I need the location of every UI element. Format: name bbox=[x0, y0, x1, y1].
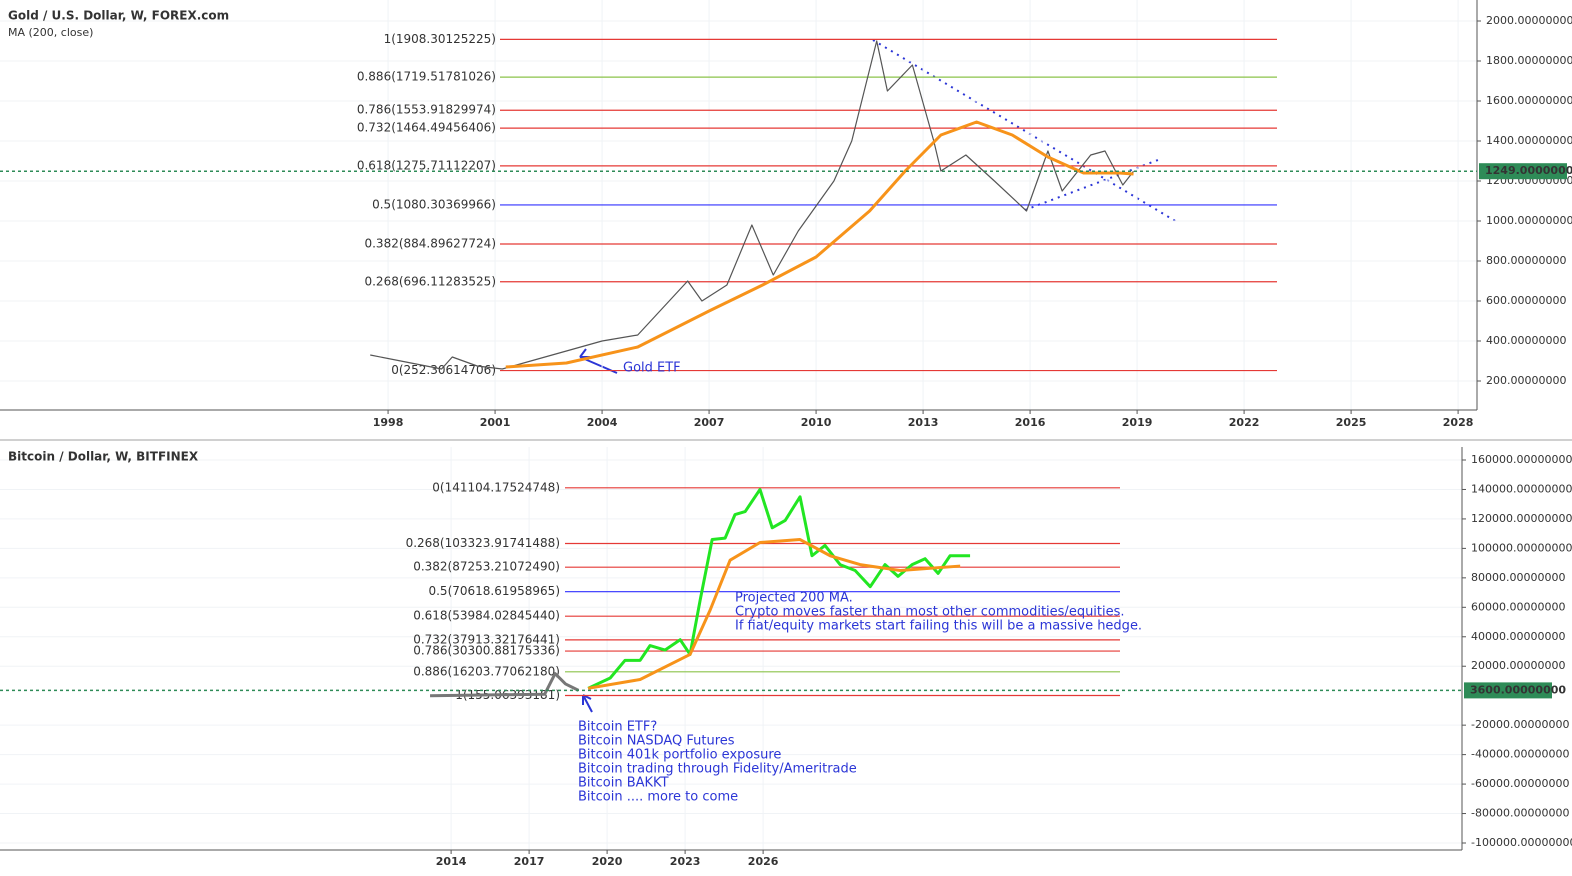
y-tick-label: 800.00000000 bbox=[1486, 254, 1566, 267]
annotation: Bitcoin ETF? bbox=[578, 720, 657, 735]
y-tick-label: 40000.00000000 bbox=[1471, 630, 1565, 643]
fib-label: 0.886(16203.77062180) bbox=[413, 664, 560, 678]
fib-label: 0.786(1553.91829974) bbox=[357, 103, 496, 117]
fib-label: 1(1908.30125225) bbox=[384, 32, 496, 46]
last-price-box bbox=[1479, 163, 1567, 180]
annotation: Bitcoin BAKKT bbox=[578, 776, 669, 791]
y-tick-label: -80000.00000000 bbox=[1471, 807, 1569, 820]
trend-line bbox=[1024, 159, 1159, 211]
fib-label: 0.268(696.11283525) bbox=[364, 274, 496, 288]
annotation: Gold ETF bbox=[623, 361, 681, 376]
annotation: If fiat/equity markets start failing thi… bbox=[735, 619, 1142, 634]
x-tick-label: 2025 bbox=[1336, 416, 1367, 429]
last-price-label: 3600.00000000 bbox=[1470, 683, 1566, 696]
last-price-label: 1249.00000000 bbox=[1485, 164, 1572, 177]
fib-label: 0.5(70618.61958965) bbox=[428, 584, 560, 598]
x-tick-label: 2007 bbox=[694, 416, 725, 429]
y-tick-label: -100000.00000000 bbox=[1471, 836, 1572, 849]
price-line bbox=[430, 672, 580, 698]
y-tick-label: 600.00000000 bbox=[1486, 294, 1566, 307]
annotation: Crypto moves faster than most other comm… bbox=[735, 605, 1125, 620]
chart-title: Gold / U.S. Dollar, W, FOREX.com bbox=[8, 9, 229, 23]
x-tick-label: 2028 bbox=[1443, 416, 1474, 429]
y-tick-label: 160000.00000000 bbox=[1471, 453, 1572, 466]
y-tick-label: 20000.00000000 bbox=[1471, 659, 1565, 672]
last-price-box bbox=[1464, 682, 1552, 699]
y-tick-label: 2000.00000000 bbox=[1486, 14, 1572, 27]
x-tick-label: 2022 bbox=[1229, 416, 1260, 429]
y-tick-label: 1600.00000000 bbox=[1486, 94, 1572, 107]
fib-label: 0.786(30300.88175336) bbox=[413, 644, 560, 658]
trend-line bbox=[872, 39, 1178, 223]
annotation: Bitcoin 401k portfolio exposure bbox=[578, 748, 781, 763]
y-tick-label: 1400.00000000 bbox=[1486, 134, 1572, 147]
x-tick-label: 2023 bbox=[670, 855, 701, 868]
price-line bbox=[587, 487, 971, 690]
fib-label: 0.5(1080.30369966) bbox=[372, 197, 496, 211]
x-tick-label: 2017 bbox=[514, 855, 545, 868]
fib-label: 0.732(1464.49456406) bbox=[357, 121, 496, 135]
x-tick-label: 2020 bbox=[592, 855, 623, 868]
arrow bbox=[582, 694, 593, 713]
fib-label: 0.618(53984.02845440) bbox=[413, 609, 560, 623]
x-tick-label: 1998 bbox=[373, 416, 404, 429]
x-tick-label: 2019 bbox=[1122, 416, 1153, 429]
y-tick-label: 140000.00000000 bbox=[1471, 482, 1572, 495]
fib-label: 0.886(1719.51781026) bbox=[357, 70, 496, 84]
x-tick-label: 2016 bbox=[1015, 416, 1046, 429]
y-tick-label: 1800.00000000 bbox=[1486, 54, 1572, 67]
annotation: Bitcoin trading through Fidelity/Ameritr… bbox=[578, 762, 857, 777]
y-tick-label: 200.00000000 bbox=[1486, 374, 1566, 387]
x-tick-label: 2013 bbox=[908, 416, 939, 429]
y-tick-label: -20000.00000000 bbox=[1471, 718, 1569, 731]
y-tick-label: 120000.00000000 bbox=[1471, 512, 1572, 525]
x-tick-label: 2001 bbox=[480, 416, 511, 429]
y-tick-label: -40000.00000000 bbox=[1471, 748, 1569, 761]
x-tick-label: 2014 bbox=[436, 855, 467, 868]
y-tick-label: -60000.00000000 bbox=[1471, 777, 1569, 790]
fib-label: 0(252.30614706) bbox=[391, 363, 496, 377]
fib-label: 0.382(87253.21072490) bbox=[413, 560, 560, 574]
price-line bbox=[587, 538, 961, 690]
fib-label: 0(141104.17524748) bbox=[432, 480, 560, 494]
annotation: Bitcoin .... more to come bbox=[578, 790, 738, 805]
fib-label: 0.732(37913.32176441) bbox=[413, 632, 560, 646]
annotation: Bitcoin NASDAQ Futures bbox=[578, 734, 735, 749]
x-tick-label: 2010 bbox=[801, 416, 832, 429]
y-tick-label: 100000.00000000 bbox=[1471, 541, 1572, 554]
annotation: Projected 200 MA. bbox=[735, 591, 853, 606]
y-tick-label: 60000.00000000 bbox=[1471, 600, 1565, 613]
chart-title: Bitcoin / Dollar, W, BITFINEX bbox=[8, 450, 199, 464]
chart-subtitle: MA (200, close) bbox=[8, 26, 93, 39]
fib-label: 0.382(884.89627724) bbox=[364, 237, 496, 251]
y-tick-label: 1000.00000000 bbox=[1486, 214, 1572, 227]
price-line bbox=[505, 120, 1134, 369]
y-tick-label: 400.00000000 bbox=[1486, 334, 1566, 347]
x-tick-label: 2004 bbox=[587, 416, 618, 429]
y-tick-label: 80000.00000000 bbox=[1471, 571, 1565, 584]
fib-label: 0.268(103323.91741488) bbox=[406, 536, 560, 550]
fib-label: 0.618(1275.71112207) bbox=[357, 158, 496, 172]
x-tick-label: 2026 bbox=[748, 855, 779, 868]
